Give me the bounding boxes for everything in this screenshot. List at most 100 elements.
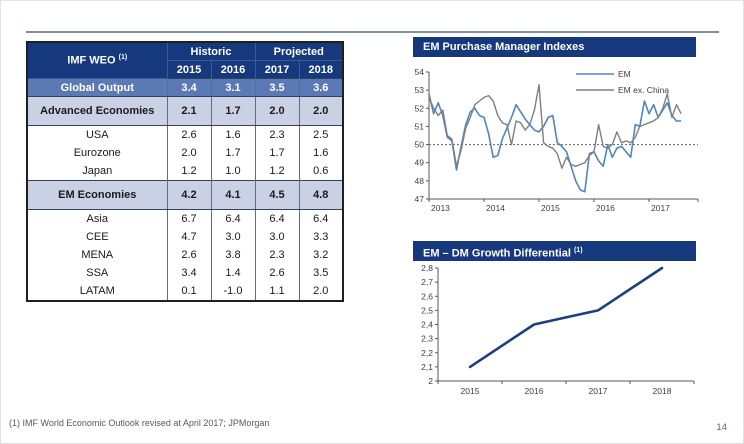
cell-value: 1.7 xyxy=(210,96,256,126)
table-header-group-row: IMF WEO (1) Historic Projected xyxy=(26,42,344,79)
table-row: USA 2.6 1.6 2.3 2.5 xyxy=(26,125,344,144)
table-row: SSA 3.4 1.4 2.6 3.5 xyxy=(26,264,344,282)
table-row: Global Output 3.4 3.1 3.5 3.6 xyxy=(26,78,344,97)
pmi-chart-title-bar: EM Purchase Manager Indexes xyxy=(413,37,696,57)
table-row: MENA 2.6 3.8 2.3 3.2 xyxy=(26,246,344,264)
svg-text:2,2: 2,2 xyxy=(421,348,433,358)
cell-value: 2.6 xyxy=(166,246,212,264)
svg-text:2,1: 2,1 xyxy=(421,362,433,372)
row-label: Eurozone xyxy=(26,144,168,162)
cell-value: 4.8 xyxy=(298,180,344,210)
em-ex-china-series-line xyxy=(428,84,682,169)
table-row: Eurozone 2.0 1.7 1.7 1.6 xyxy=(26,144,344,162)
pmi-chart: 47 48 49 50 51 52 53 54 2013 2014 2015 2016 2017 EM EM… xyxy=(415,67,699,213)
cell-value: 0.1 xyxy=(166,282,212,301)
cell-value: 2.6 xyxy=(254,264,300,282)
cell-value: 1.1 xyxy=(254,282,300,301)
svg-text:2016: 2016 xyxy=(596,203,615,213)
growth-differential-chart: 2 2,1 2,2 2,3 2,4 2,5 2,6 2,7 2,8 2015 2016 2017 201… xyxy=(421,263,695,396)
cell-value: 2.0 xyxy=(298,96,344,126)
growth-differential-title: EM – DM Growth Differential xyxy=(423,247,571,260)
svg-text:2,7: 2,7 xyxy=(421,277,433,287)
table-header-year-row: 2015 2016 2017 2018 xyxy=(27,60,344,79)
cell-value: 2.0 xyxy=(298,282,344,301)
cell-value: 2.0 xyxy=(166,144,212,162)
cell-value: 6.4 xyxy=(298,209,344,228)
row-label: SSA xyxy=(26,264,168,282)
cell-value: 2.1 xyxy=(166,96,212,126)
row-label: USA xyxy=(26,125,168,144)
page-number: 14 xyxy=(716,422,727,433)
row-label: CEE xyxy=(26,228,168,246)
svg-text:2016: 2016 xyxy=(525,386,544,396)
weo-table-body: Global Output 3.4 3.1 3.5 3.6 Advanced Econom… xyxy=(26,78,344,301)
cell-value: 1.6 xyxy=(210,125,256,144)
cell-value: 4.7 xyxy=(166,228,212,246)
svg-text:2017: 2017 xyxy=(589,386,608,396)
table-row: CEE 4.7 3.0 3.0 3.3 xyxy=(26,228,344,246)
cell-value: 1.6 xyxy=(298,144,344,162)
row-label: Asia xyxy=(26,209,168,228)
imf-weo-table: IMF WEO (1) Historic Projected 2015 2016… xyxy=(26,41,344,302)
svg-text:47: 47 xyxy=(415,194,425,204)
cell-value: 2.3 xyxy=(254,246,300,264)
cell-value: 2.3 xyxy=(254,125,300,144)
svg-text:2015: 2015 xyxy=(541,203,560,213)
svg-text:2,8: 2,8 xyxy=(421,263,433,273)
cell-value: 1.4 xyxy=(210,264,256,282)
cell-value: 3.8 xyxy=(210,246,256,264)
cell-value: 3.2 xyxy=(298,246,344,264)
svg-text:2018: 2018 xyxy=(653,386,672,396)
cell-value: 3.4 xyxy=(166,264,212,282)
table-row: LATAM 0.1 -1.0 1.1 2.0 xyxy=(26,282,344,301)
cell-value: 1.2 xyxy=(254,162,300,181)
svg-text:2,6: 2,6 xyxy=(421,291,433,301)
row-label: Advanced Economies xyxy=(26,96,168,126)
svg-text:50: 50 xyxy=(415,140,425,150)
table-row: Advanced Economies 2.1 1.7 2.0 2.0 xyxy=(26,96,344,126)
cell-value: 3.0 xyxy=(210,228,256,246)
cell-value: 4.1 xyxy=(210,180,256,210)
cell-value: 3.5 xyxy=(254,78,300,97)
footnote: (1) IMF World Economic Outlook revised a… xyxy=(9,418,270,428)
pmi-chart-title: EM Purchase Manager Indexes xyxy=(423,41,585,53)
column-group-projected: Projected xyxy=(254,42,344,61)
year-header-2016: 2016 xyxy=(210,60,256,79)
column-group-historic: Historic xyxy=(166,42,256,61)
cell-value: 6.4 xyxy=(210,209,256,228)
svg-text:53: 53 xyxy=(415,85,425,95)
svg-text:2017: 2017 xyxy=(651,203,670,213)
svg-text:51: 51 xyxy=(415,121,425,131)
growth-differential-footnote-marker: (1) xyxy=(573,247,583,254)
legend-label: EM xyxy=(618,69,631,79)
legend-label: EM ex. China xyxy=(618,85,669,95)
cell-value: 3.1 xyxy=(210,78,256,97)
cell-value: 2.0 xyxy=(254,96,300,126)
cell-value: 4.5 xyxy=(254,180,300,210)
cell-value: 4.2 xyxy=(166,180,212,210)
em-series-line xyxy=(428,93,682,193)
cell-value: 3.0 xyxy=(254,228,300,246)
growth-differential-title-bar: EM – DM Growth Differential (1) xyxy=(413,241,696,261)
year-header-2017: 2017 xyxy=(254,60,300,79)
table-title-footnote-marker: (1) xyxy=(118,54,128,62)
table-row: Asia 6.7 6.4 6.4 6.4 xyxy=(26,209,344,228)
cell-value: 6.7 xyxy=(166,209,212,228)
table-title-cell: IMF WEO (1) xyxy=(26,42,168,79)
svg-text:54: 54 xyxy=(415,67,425,77)
table-row: EM Economies 4.2 4.1 4.5 4.8 xyxy=(26,180,344,210)
svg-text:2014: 2014 xyxy=(486,203,505,213)
row-label: LATAM xyxy=(26,282,168,301)
row-label: EM Economies xyxy=(26,180,168,210)
row-label: MENA xyxy=(26,246,168,264)
cell-value: 3.4 xyxy=(166,78,212,97)
cell-value: 2.6 xyxy=(166,125,212,144)
svg-text:2015: 2015 xyxy=(461,386,480,396)
table-row: Japan 1.2 1.0 1.2 0.6 xyxy=(26,162,344,181)
cell-value: 1.7 xyxy=(210,144,256,162)
cell-value: 0.6 xyxy=(298,162,344,181)
title-divider-line xyxy=(26,31,719,33)
cell-value: 1.0 xyxy=(210,162,256,181)
row-label: Global Output xyxy=(26,78,168,97)
